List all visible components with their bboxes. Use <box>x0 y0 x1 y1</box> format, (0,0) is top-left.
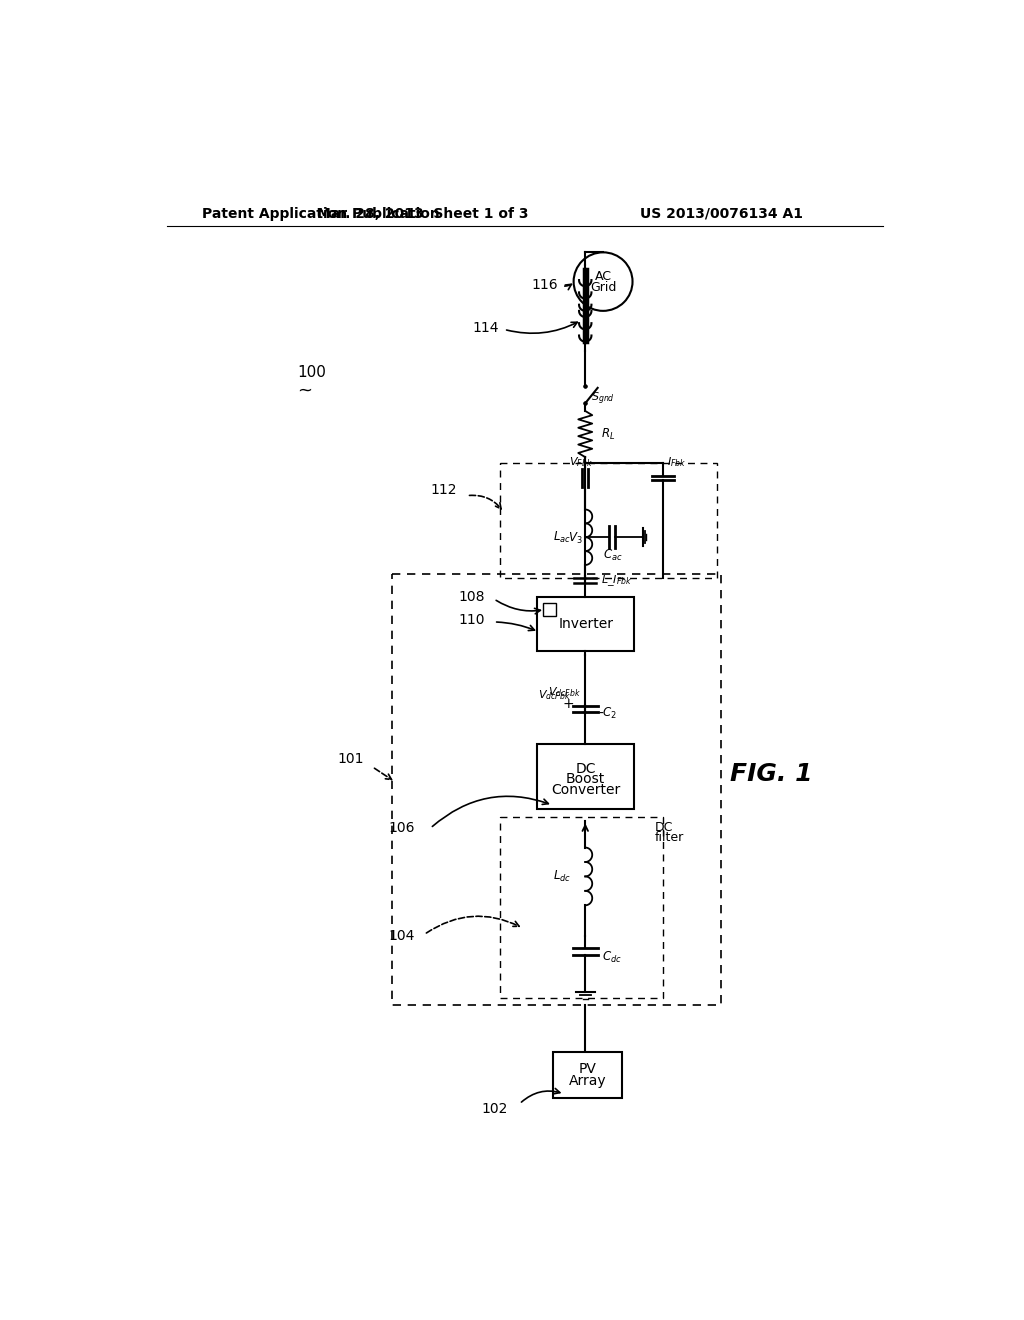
Text: FIG. 1: FIG. 1 <box>730 763 812 787</box>
Text: +: + <box>562 697 574 711</box>
Text: $I_{Fbk}$: $I_{Fbk}$ <box>667 455 686 470</box>
Text: $L_{dc}$: $L_{dc}$ <box>553 869 571 884</box>
Text: 116: 116 <box>531 279 558 293</box>
Text: DC: DC <box>655 821 674 834</box>
FancyBboxPatch shape <box>538 743 634 809</box>
Text: AC: AC <box>595 271 611 284</box>
Text: 106: 106 <box>388 821 415 836</box>
Text: $L_{ac}$: $L_{ac}$ <box>553 529 571 545</box>
Text: $C_2$: $C_2$ <box>602 706 616 721</box>
Text: DC: DC <box>575 762 596 776</box>
Text: filter: filter <box>655 830 684 843</box>
Text: US 2013/0076134 A1: US 2013/0076134 A1 <box>640 207 803 220</box>
Text: 110: 110 <box>458 614 484 627</box>
Text: 108: 108 <box>458 590 484 605</box>
Text: $S_{gnd}$: $S_{gnd}$ <box>592 391 615 407</box>
Text: $C_{ac}$: $C_{ac}$ <box>602 548 623 564</box>
Text: $R_L$: $R_L$ <box>601 426 615 442</box>
Text: 112: 112 <box>431 483 458 496</box>
Text: $V_3$: $V_3$ <box>568 531 583 546</box>
Text: $V_{Fbk}$: $V_{Fbk}$ <box>569 455 593 470</box>
Text: $C_{dc}$: $C_{dc}$ <box>602 950 623 965</box>
Text: Array: Array <box>568 1074 606 1088</box>
Text: Inverter: Inverter <box>558 618 613 631</box>
Text: $L\_I_{Fbk}$: $L\_I_{Fbk}$ <box>601 573 632 587</box>
Text: 114: 114 <box>472 321 499 335</box>
Text: 101: 101 <box>338 752 365 766</box>
Text: Mar. 28, 2013  Sheet 1 of 3: Mar. 28, 2013 Sheet 1 of 3 <box>316 207 528 220</box>
Text: 100: 100 <box>297 364 326 380</box>
Text: Patent Application Publication: Patent Application Publication <box>202 207 439 220</box>
FancyBboxPatch shape <box>553 1052 623 1098</box>
Text: $V_{dcFbk}$: $V_{dcFbk}$ <box>538 688 570 702</box>
FancyBboxPatch shape <box>544 603 556 615</box>
Text: PV: PV <box>579 1063 597 1076</box>
Circle shape <box>573 252 633 312</box>
Text: 102: 102 <box>481 1102 508 1117</box>
Text: 104: 104 <box>388 929 415 942</box>
Text: ~: ~ <box>297 381 312 400</box>
FancyBboxPatch shape <box>538 597 634 651</box>
Text: -: - <box>598 706 603 721</box>
Text: Grid: Grid <box>590 281 616 294</box>
Text: $V_{dcFbk}$: $V_{dcFbk}$ <box>549 685 582 698</box>
Text: Converter: Converter <box>551 783 621 797</box>
Text: Boost: Boost <box>566 772 605 787</box>
